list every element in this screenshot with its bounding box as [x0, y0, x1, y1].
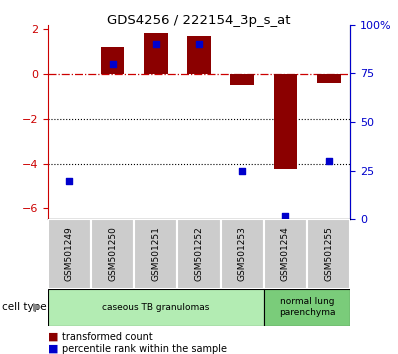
- Text: transformed count: transformed count: [62, 332, 152, 342]
- Bar: [307, 219, 350, 289]
- Bar: [48, 289, 264, 326]
- Bar: [187, 35, 211, 74]
- Text: ■: ■: [48, 332, 58, 342]
- Bar: [264, 219, 307, 289]
- Bar: [48, 219, 91, 289]
- Text: normal lung
parenchyma: normal lung parenchyma: [279, 297, 335, 317]
- Bar: [230, 74, 254, 85]
- Text: GSM501252: GSM501252: [195, 227, 203, 281]
- Text: caseous TB granulomas: caseous TB granulomas: [102, 303, 209, 312]
- Bar: [264, 289, 350, 326]
- Text: GSM501251: GSM501251: [151, 227, 160, 281]
- Bar: [134, 219, 178, 289]
- Text: percentile rank within the sample: percentile rank within the sample: [62, 344, 227, 354]
- Text: ■: ■: [48, 344, 58, 354]
- Bar: [144, 33, 168, 74]
- Point: [282, 213, 289, 218]
- Point: [109, 61, 116, 67]
- Bar: [178, 219, 220, 289]
- Bar: [317, 74, 341, 84]
- Text: GSM501255: GSM501255: [324, 227, 333, 281]
- Bar: [91, 219, 134, 289]
- Point: [66, 178, 72, 183]
- Text: GSM501250: GSM501250: [108, 227, 117, 281]
- Text: ▶: ▶: [33, 302, 41, 312]
- Point: [152, 41, 159, 47]
- Point: [326, 158, 332, 164]
- Bar: [220, 219, 264, 289]
- Text: GDS4256 / 222154_3p_s_at: GDS4256 / 222154_3p_s_at: [107, 14, 291, 27]
- Text: GSM501254: GSM501254: [281, 227, 290, 281]
- Text: GSM501249: GSM501249: [65, 227, 74, 281]
- Text: cell type: cell type: [2, 302, 47, 312]
- Bar: [101, 47, 125, 74]
- Bar: [273, 74, 297, 169]
- Text: GSM501253: GSM501253: [238, 227, 247, 281]
- Point: [196, 41, 202, 47]
- Point: [239, 168, 246, 174]
